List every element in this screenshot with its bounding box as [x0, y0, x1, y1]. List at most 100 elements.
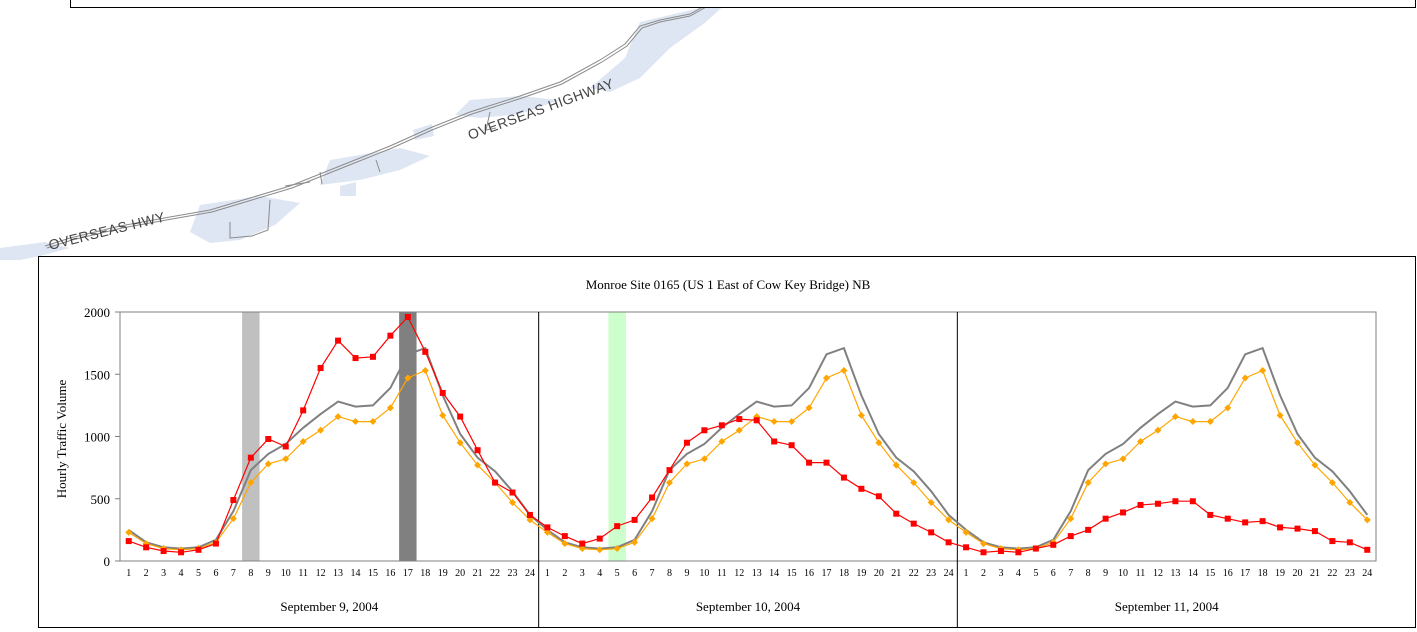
data-point [631, 516, 638, 523]
data-point [980, 540, 987, 548]
data-point [439, 389, 446, 396]
data-point [666, 479, 673, 487]
data-point [1085, 526, 1092, 533]
data-point [631, 538, 639, 546]
data-point [160, 548, 167, 555]
data-point [997, 548, 1004, 555]
highlight-band [242, 312, 260, 561]
x-tick-label: 22 [909, 568, 919, 579]
data-point [1084, 479, 1092, 487]
x-tick-label: 15 [368, 568, 378, 579]
x-tick-label: 6 [1051, 568, 1056, 579]
highlight-band [399, 312, 417, 561]
x-tick-label: 15 [787, 568, 797, 579]
data-point [526, 511, 533, 518]
data-point [1154, 500, 1161, 507]
data-point [561, 540, 569, 548]
x-tick-label: 21 [1310, 568, 1320, 579]
data-point [404, 313, 411, 320]
data-point [893, 510, 900, 517]
data-point [613, 545, 621, 553]
data-point [509, 489, 516, 496]
x-tick-label: 3 [580, 568, 585, 579]
data-point [509, 498, 516, 506]
data-point [840, 367, 848, 375]
data-point [980, 549, 987, 556]
road-lines [44, 0, 716, 249]
data-point [1154, 426, 1162, 434]
day-label: September 10, 2004 [696, 599, 801, 614]
data-point [614, 523, 621, 530]
x-tick-label: 7 [231, 568, 236, 579]
x-tick-label: 21 [473, 568, 483, 579]
y-tick-label: 2000 [84, 305, 110, 320]
data-point [1346, 539, 1353, 546]
x-tick-label: 10 [281, 568, 291, 579]
x-tick-label: 2 [562, 568, 567, 579]
data-point [1294, 439, 1301, 447]
x-tick-label: 18 [420, 568, 430, 579]
data-point [247, 454, 254, 461]
data-point [649, 494, 656, 501]
x-tick-label: 19 [1275, 568, 1285, 579]
x-tick-label: 1 [545, 568, 550, 579]
data-point [247, 479, 255, 487]
y-tick-label: 500 [91, 492, 111, 507]
data-point [265, 435, 272, 442]
x-tick-label: 3 [998, 568, 1003, 579]
data-point [1120, 509, 1127, 516]
x-tick-label: 18 [839, 568, 849, 579]
x-tick-label: 4 [1016, 568, 1021, 579]
data-point [718, 422, 725, 429]
x-tick-label: 13 [752, 568, 762, 579]
traffic-chart: Monroe Site 0165 (US 1 East of Cow Key B… [54, 277, 1377, 631]
data-point [579, 540, 586, 547]
data-point [335, 337, 342, 344]
data-point [543, 528, 551, 536]
x-tick-label: 5 [1033, 568, 1038, 579]
x-tick-label: 13 [1170, 568, 1180, 579]
x-tick-label: 24 [1362, 568, 1372, 579]
data-point [143, 544, 150, 551]
data-point [927, 498, 935, 506]
data-point [1276, 411, 1284, 419]
day-label: September 9, 2004 [280, 599, 378, 614]
data-point [1207, 511, 1214, 518]
x-tick-label: 1 [964, 568, 969, 579]
data-point [474, 447, 481, 454]
data-point [1137, 501, 1144, 508]
data-point [718, 437, 726, 445]
data-point [1277, 524, 1284, 531]
data-point [753, 417, 760, 424]
x-tick-label: 4 [179, 568, 184, 579]
x-tick-label: 2 [981, 568, 986, 579]
x-tick-label: 9 [266, 568, 271, 579]
data-point [788, 418, 796, 426]
x-tick-label: 6 [213, 568, 218, 579]
data-point [858, 485, 865, 492]
data-point [178, 549, 185, 556]
x-tick-label: 10 [1118, 568, 1128, 579]
data-point [928, 529, 935, 536]
x-tick-label: 7 [1068, 568, 1073, 579]
chart-title: Monroe Site 0165 (US 1 East of Cow Key B… [586, 277, 871, 292]
y-tick-label: 1500 [84, 367, 110, 382]
data-point [230, 496, 237, 503]
x-tick-label: 16 [385, 568, 395, 579]
data-point [1172, 498, 1179, 505]
x-tick-label: 20 [874, 568, 884, 579]
data-point [439, 411, 447, 419]
x-tick-label: 12 [734, 568, 744, 579]
x-tick-label: 5 [196, 568, 201, 579]
data-point [422, 348, 429, 355]
x-tick-label: 11 [298, 568, 308, 579]
x-tick-label: 6 [632, 568, 637, 579]
data-point [735, 426, 743, 434]
data-point [701, 427, 708, 434]
data-point [212, 540, 219, 547]
data-point [1259, 367, 1267, 375]
x-tick-label: 22 [1327, 568, 1337, 579]
data-point [823, 374, 830, 382]
series-line [128, 346, 1369, 550]
highlight-band [608, 312, 626, 561]
